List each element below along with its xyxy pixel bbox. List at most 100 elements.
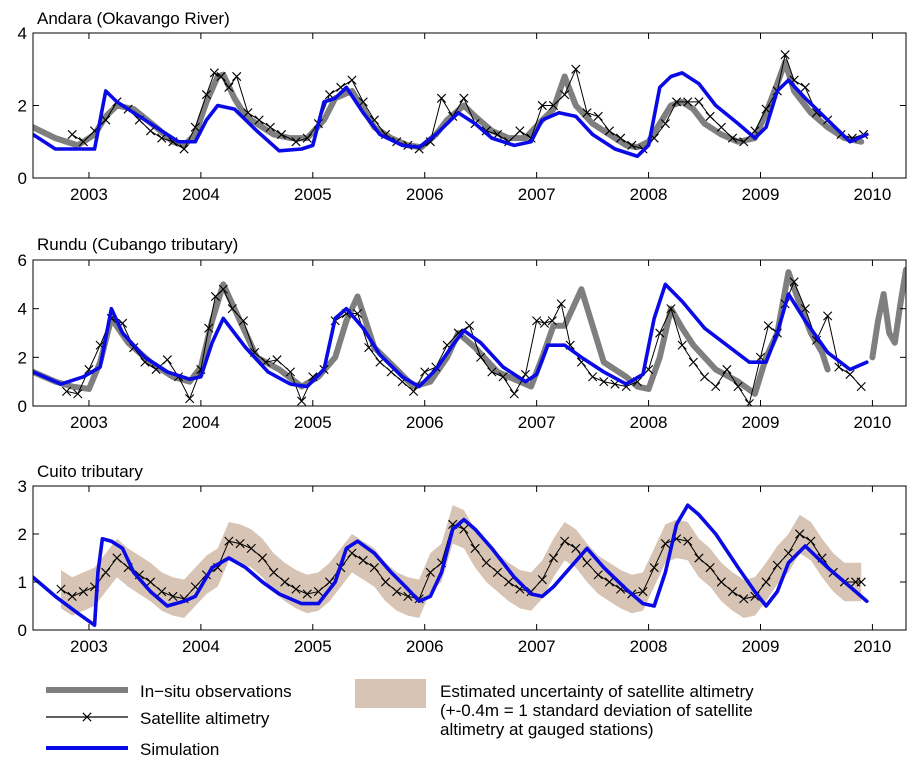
x-tick-label: 2006 [406, 185, 444, 204]
altimetry-marker [190, 122, 200, 132]
altimetry-marker [73, 389, 83, 399]
altimetry-marker [616, 133, 626, 143]
y-tick-label: 0 [18, 397, 27, 416]
altimetry-marker [67, 591, 77, 601]
altimetry-marker [78, 137, 88, 147]
altimetry-marker [755, 352, 766, 362]
x-tick-label: 2006 [406, 413, 444, 432]
altimetry-marker [582, 108, 592, 118]
altimetry-marker [392, 587, 402, 597]
altimetry-marker [238, 316, 249, 326]
legend-uncertainty-swatch [355, 679, 426, 708]
altimetry-marker [694, 97, 704, 107]
legend-insitu-label: In−situ observations [140, 682, 292, 701]
axes-frame [32, 259, 907, 407]
altimetry-marker [168, 591, 178, 601]
altimetry-marker [571, 543, 581, 553]
y-tick-label: 3 [18, 477, 27, 496]
altimetry-marker [218, 284, 228, 294]
altimetry-marker [408, 386, 419, 396]
altimetry-marker [227, 304, 237, 314]
altimetry-marker [145, 577, 156, 587]
altimetry-marker [588, 372, 598, 382]
altimetry-marker [537, 575, 547, 585]
altimetry-marker [593, 570, 603, 580]
altimetry-marker [61, 386, 72, 396]
altimetry-marker [823, 311, 833, 321]
x-tick-label: 2008 [630, 637, 668, 656]
altimetry-marker [210, 291, 221, 302]
altimetry-marker [232, 71, 242, 82]
altimetry-marker [705, 563, 715, 573]
x-tick-label: 2005 [294, 185, 332, 204]
altimetry-marker [744, 398, 754, 406]
panel-rundu: Rundu (Cubango tributary) 2003 2004 2005 20… [18, 235, 907, 432]
altimetry-marker [593, 111, 603, 121]
altimetry-marker [285, 367, 296, 377]
altimetry-marker [470, 543, 480, 553]
altimetry-marker [235, 539, 245, 549]
altimetry-marker [297, 396, 307, 406]
altimetry-marker [532, 316, 542, 326]
altimetry-marker [548, 100, 559, 111]
altimetry-marker [722, 364, 732, 375]
y-tick-label: 6 [18, 251, 27, 270]
altimetry-marker [683, 536, 693, 546]
altimetry-marker [243, 108, 253, 118]
axes-frame [32, 32, 907, 179]
altimetry-marker [481, 558, 491, 568]
altimetry-marker [683, 97, 693, 107]
panel-title: Cuito tributary [37, 462, 143, 481]
altimetry-marker [358, 97, 368, 107]
altimetry-marker [655, 328, 665, 338]
x-tick-label: 2004 [182, 185, 220, 204]
altimetry-marker [599, 377, 609, 387]
altimetry-marker [302, 133, 312, 143]
altimetry-marker [739, 137, 749, 147]
altimetry-marker [604, 126, 614, 136]
x-tick-label: 2004 [182, 637, 220, 656]
x-tick-label: 2010 [854, 413, 892, 432]
y-tick-label: 4 [18, 24, 27, 43]
altimetry-marker [666, 304, 676, 314]
altimetry-marker [660, 539, 670, 549]
panel-cuito: Cuito tributary 2003 2004 2005 2006 2007 2008… [18, 462, 907, 656]
altimetry-marker [547, 316, 557, 326]
altimetry-marker [216, 71, 226, 82]
plot-area [33, 50, 869, 159]
altimetry-marker [162, 355, 172, 365]
altimetry-marker [763, 321, 773, 331]
altimetry-marker [800, 82, 810, 92]
altimetry-marker [459, 524, 469, 534]
altimetry-marker [761, 577, 771, 587]
altimetry-marker [795, 529, 805, 539]
altimetry-marker [856, 381, 866, 392]
x-tick-label: 2009 [742, 637, 780, 656]
altimetry-marker [856, 577, 866, 587]
altimetry-marker [425, 567, 435, 577]
x-tick-label: 2010 [854, 185, 892, 204]
altimetry-marker [369, 563, 379, 573]
altimetry-marker [509, 389, 519, 399]
altimetry-marker [145, 126, 156, 136]
altimetry-marker [727, 133, 738, 143]
y-tick-label: 1 [18, 573, 27, 592]
altimetry-marker [671, 97, 682, 107]
x-tick-label: 2007 [518, 637, 556, 656]
plot-area [33, 266, 906, 406]
y-tick-label: 0 [18, 169, 27, 188]
x-tick-label: 2004 [182, 413, 220, 432]
altimetry-marker [800, 304, 810, 314]
altimetry-marker [627, 140, 637, 150]
altimetry-marker [157, 133, 167, 143]
altimetry-marker [224, 536, 234, 546]
x-tick-label: 2007 [518, 413, 556, 432]
altimetry-marker [254, 115, 264, 125]
altimetry-marker [257, 553, 268, 563]
altimetry-marker [291, 584, 301, 594]
altimetry-marker [733, 381, 743, 392]
altimetry-marker [101, 115, 111, 125]
legend-uncertainty-line1: Estimated uncertainty of satellite altim… [440, 682, 754, 701]
altimetry-marker [688, 357, 698, 367]
